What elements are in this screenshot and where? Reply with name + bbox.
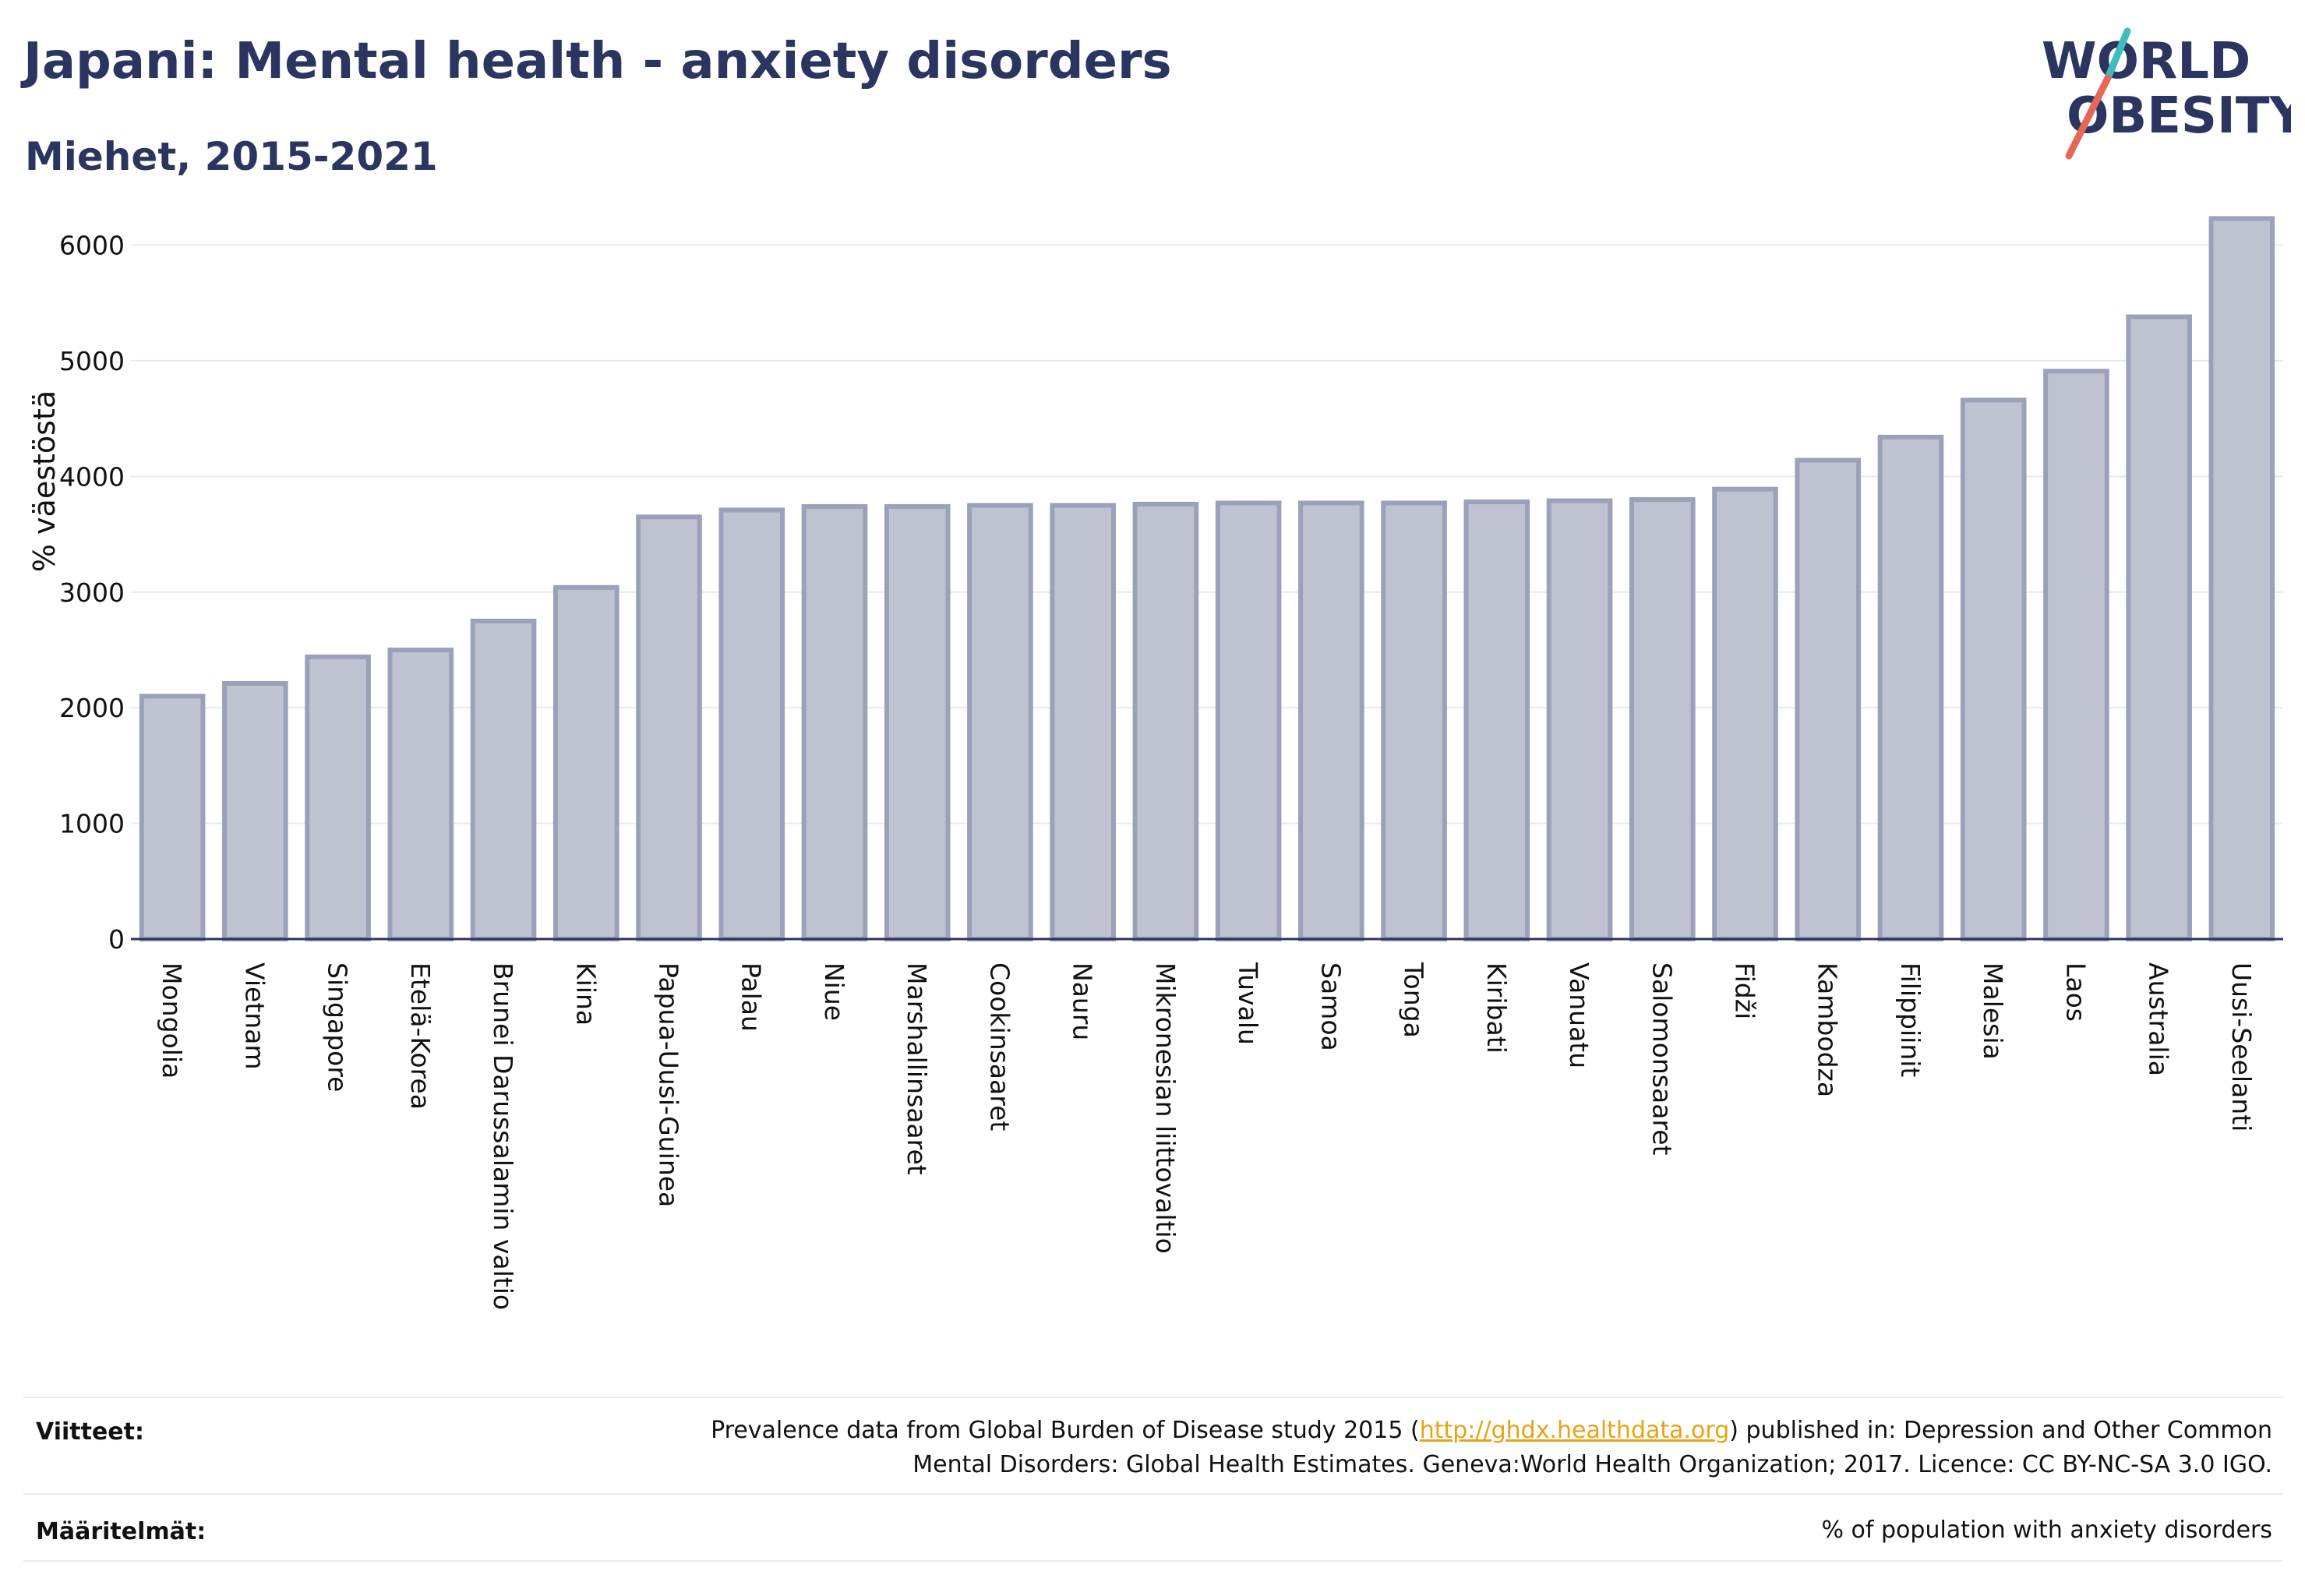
y-tick-label: 4000	[59, 461, 125, 492]
bar	[387, 647, 454, 941]
grid-lines	[131, 244, 2283, 824]
category-label: Papua-Uusi-Guinea	[654, 962, 684, 1207]
bar	[2126, 314, 2192, 941]
references-text: Prevalence data from Global Burden of Di…	[711, 1414, 2272, 1482]
y-tick-label: 5000	[59, 346, 125, 376]
bar	[2208, 216, 2275, 941]
y-tick-label: 1000	[59, 809, 125, 839]
category-label: Marshallinsaaret	[902, 962, 932, 1175]
y-tick-labels: 0 1000 2000 3000 4000 5000 6000	[59, 231, 125, 955]
bar	[1298, 500, 1364, 941]
footer-divider-bottom	[23, 1560, 2283, 1562]
bar	[1463, 500, 1530, 941]
y-tick-label: 6000	[59, 231, 125, 261]
bar	[1132, 501, 1199, 941]
category-label: Tuvalu	[1233, 962, 1263, 1045]
bar	[718, 507, 785, 941]
category-label: Niue	[819, 962, 849, 1021]
category-labels: Mongolia Vietnam Singapore Etelä-Korea Brune…	[157, 962, 2257, 1310]
references-text-after: ) published in: Depression and Other Com…	[1729, 1417, 2272, 1444]
bar	[1877, 434, 1944, 941]
bar	[1795, 457, 1862, 941]
logo-slash-red	[2065, 74, 2112, 160]
y-tick-label: 0	[108, 924, 125, 955]
category-label: Palau	[736, 962, 767, 1032]
definitions-label: Määritelmät:	[36, 1518, 206, 1545]
bar	[139, 694, 206, 941]
category-label: Uusi-Seelanti	[2226, 962, 2257, 1132]
bar	[1960, 397, 2027, 941]
bar	[1712, 486, 1778, 941]
chart-title: Japani: Mental health - anxiety disorder…	[23, 33, 1172, 90]
bar	[1381, 500, 1447, 941]
category-label: Nauru	[1068, 962, 1098, 1040]
bar	[2043, 369, 2109, 941]
category-label: Vietnam	[239, 962, 270, 1070]
bar	[552, 584, 619, 941]
references-label: Viitteet:	[36, 1418, 144, 1446]
references-text-before: Prevalence data from Global Burden of Di…	[711, 1417, 1420, 1444]
category-label: Salomonsaaret	[1647, 962, 1677, 1156]
bars	[139, 216, 2275, 941]
references-text-line2: Mental Disorders: Global Health Estimate…	[912, 1451, 2272, 1478]
bar-chart: 0 1000 2000 3000 4000 5000 6000 Mongolia Vietna…	[27, 216, 2283, 1310]
bar	[305, 654, 371, 941]
category-label: Tonga	[1399, 962, 1429, 1038]
category-label: Filippiinit	[1895, 962, 1926, 1077]
category-label: Kiribati	[1481, 962, 1512, 1054]
bar	[1215, 500, 1282, 941]
category-label: Malesia	[1978, 962, 2008, 1060]
bar	[222, 681, 288, 941]
bar	[636, 514, 702, 941]
y-tick-label: 2000	[59, 693, 125, 723]
category-label: Laos	[2060, 962, 2091, 1022]
y-axis-label: % väestöstä	[27, 390, 62, 572]
logo-line2: OBESITY	[2067, 87, 2291, 145]
world-obesity-logo: WORLD OBESITY	[2034, 23, 2305, 164]
category-label: Brunei Darussalamin valtio	[488, 962, 518, 1310]
category-label: Kambodza	[1813, 962, 1843, 1097]
bar	[967, 503, 1033, 941]
logo-slash-teal	[2104, 27, 2131, 82]
category-label: Mikronesian liittovaltio	[1150, 962, 1181, 1254]
bar	[801, 503, 868, 941]
category-label: Cookinsaaret	[984, 962, 1015, 1131]
footer-divider-top	[23, 1396, 2283, 1398]
category-label: Kiina	[570, 962, 601, 1026]
logo-line1: WORLD	[2042, 33, 2250, 90]
category-label: Samoa	[1315, 962, 1346, 1051]
category-label: Singapore	[323, 962, 353, 1092]
bar	[1050, 503, 1116, 941]
logo-graphic: WORLD OBESITY	[2042, 27, 2305, 160]
footer-divider-middle	[23, 1493, 2283, 1495]
y-tick-label: 3000	[59, 577, 125, 608]
category-label: Mongolia	[157, 962, 187, 1079]
references-link[interactable]: http://ghdx.healthdata.org	[1419, 1417, 1730, 1444]
bar	[884, 503, 951, 941]
bar	[1546, 498, 1613, 941]
category-label: Fidži	[1730, 962, 1760, 1019]
bar	[470, 618, 537, 941]
category-label: Etelä-Korea	[405, 962, 436, 1110]
bar	[1629, 497, 1696, 941]
definitions-text: % of population with anxiety disorders	[1821, 1517, 2272, 1544]
category-label: Vanuatu	[1564, 962, 1594, 1068]
category-label: Australia	[2144, 962, 2174, 1076]
chart-subtitle: Miehet, 2015-2021	[25, 134, 438, 179]
